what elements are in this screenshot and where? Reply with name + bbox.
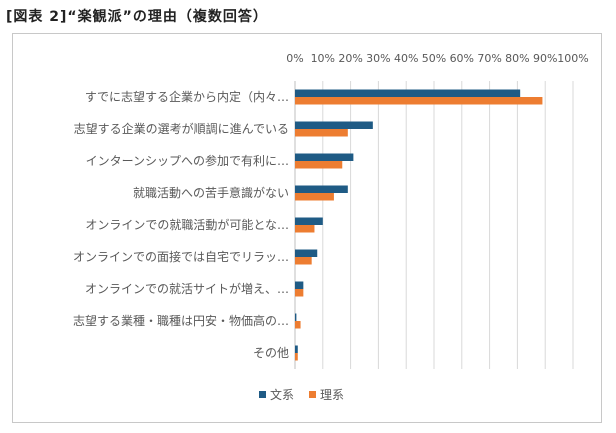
bar-bunkei [295, 345, 298, 353]
bar-rikei [295, 321, 301, 329]
bar-bunkei [295, 153, 354, 161]
x-tick-label: 10% [311, 52, 335, 65]
category-label: インターンシップへの参加で有利に… [86, 153, 289, 168]
bar-rikei [295, 289, 304, 297]
category-label: オンラインでの面接では自宅でリラッ… [73, 249, 289, 264]
bar-chart: 0% 10% 20% 30% 40% 50% 60% 70% 80% 90% 100% すでに志望する… [73, 52, 589, 402]
x-tick-label: 50% [422, 52, 446, 65]
bar-bunkei [295, 249, 318, 257]
category-label: オンラインでの就職活動が可能とな… [85, 217, 289, 232]
chart-area: 0% 10% 20% 30% 40% 50% 60% 70% 80% 90% 100% すでに志望する… [12, 33, 602, 423]
x-tick-label: 0% [286, 52, 303, 65]
figure-title: [図表 2]“楽観派”の理由（複数回答） [6, 9, 268, 25]
bar-rikei [295, 225, 315, 233]
x-tick-label: 20% [338, 52, 362, 65]
bar-bunkei [295, 313, 297, 321]
bar-bunkei [295, 89, 521, 97]
category-label: 志望する企業の選考が順調に進んでいる [74, 121, 289, 136]
bar-rikei [295, 193, 334, 201]
x-tick-label: 100% [557, 52, 588, 65]
bar-bunkei [295, 121, 373, 129]
x-tick-label: 80% [505, 52, 529, 65]
bar-bunkei [295, 185, 348, 193]
x-tick-label: 40% [394, 52, 418, 65]
bar-bunkei [295, 217, 323, 225]
x-tick-label: 90% [533, 52, 557, 65]
bar-bunkei [295, 281, 304, 289]
category-label: 志望する業種・職種は円安・物価高の… [73, 313, 289, 328]
legend-label: 理系 [320, 388, 344, 402]
bar-rikei [295, 257, 312, 265]
legend-swatch [309, 391, 316, 398]
bar-rikei [295, 161, 343, 169]
category-label: オンラインでの就活サイトが増え、… [85, 281, 289, 296]
category-label: すでに志望する企業から内定（内々… [85, 89, 289, 104]
bar-rikei [295, 97, 543, 105]
legend-label: 文系 [270, 387, 294, 402]
legend-swatch [259, 391, 266, 398]
category-label: 就職活動への苦手意識がない [133, 185, 289, 200]
bar-rikei [295, 129, 348, 137]
category-label: その他 [253, 346, 289, 360]
x-tick-label: 60% [450, 52, 474, 65]
x-tick-label: 70% [477, 52, 501, 65]
x-tick-label: 30% [366, 52, 390, 65]
bar-rikei [295, 353, 298, 361]
